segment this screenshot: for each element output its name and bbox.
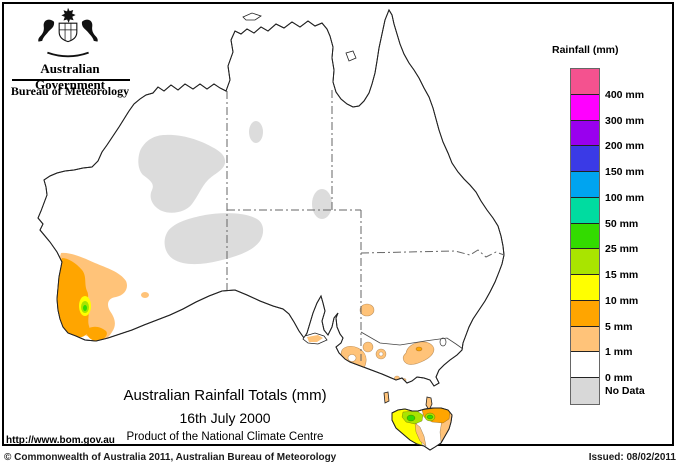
legend-label: No Data <box>605 385 645 398</box>
legend-color-swatch <box>571 94 599 121</box>
groote-eylandt <box>345 50 357 62</box>
kangaroo-island-rain <box>307 335 323 342</box>
legend-color-swatch <box>571 146 599 173</box>
legend-label: 200 mm <box>605 140 645 153</box>
islands <box>242 12 433 411</box>
coat-of-arms <box>38 7 98 58</box>
map-date: 16th July 2000 <box>179 410 271 426</box>
title-block: Australian Rainfall Totals (mm) 16th Jul… <box>75 387 375 443</box>
shield-icon <box>58 22 78 43</box>
header-divider <box>12 79 130 81</box>
legend-label: 150 mm <box>605 166 645 179</box>
border-nsw-vic <box>360 331 464 350</box>
kangaroo-icon <box>38 19 55 42</box>
legend-title: Rainfall (mm) <box>552 44 619 56</box>
legend-color-swatch <box>571 172 599 198</box>
rainfall-region-tasmania <box>392 408 452 450</box>
legend-label: 1 mm <box>605 346 633 359</box>
legend-color-swatch <box>571 249 599 276</box>
legend-color-swatch <box>571 300 599 327</box>
rainfall-region-sw-wa <box>55 252 149 342</box>
legend-label: 50 mm <box>605 217 639 230</box>
emu-icon <box>81 19 98 42</box>
legend-label: 15 mm <box>605 269 639 282</box>
bureau-label: Bureau of Meteorology <box>10 84 130 98</box>
copyright-text: © Commonwealth of Australia 2011, Austra… <box>4 452 337 463</box>
map-product-line: Product of the National Climate Centre <box>126 431 324 443</box>
legend-row: 15 mm <box>571 249 638 281</box>
state-borders <box>226 90 505 361</box>
legend-row: 150 mm <box>571 146 644 178</box>
scroll-icon <box>47 51 89 58</box>
legend-color-swatch <box>571 197 599 224</box>
contour-ring <box>439 337 447 347</box>
legend-label: 100 mm <box>605 191 645 204</box>
legend-color-swatch <box>571 223 599 250</box>
legend-color-swatch <box>571 120 599 147</box>
king-island <box>383 391 390 404</box>
legend-row: 50 mm <box>571 197 638 230</box>
legend-color-swatch <box>571 326 599 353</box>
bom-url: http://www.bom.gov.au <box>6 435 115 446</box>
legend-label: 300 mm <box>605 114 645 127</box>
legend-row: 1 mm <box>571 326 632 358</box>
legend-row: 100 mm <box>571 172 644 204</box>
legend-label: 10 mm <box>605 294 639 307</box>
border-qld-nsw <box>360 249 505 258</box>
legend-label: 0 mm <box>605 372 633 385</box>
legend-label: 400 mm <box>605 88 645 101</box>
legend-color-swatch <box>571 378 599 404</box>
no-data-regions <box>138 121 332 265</box>
legend-row: 5 mm <box>571 300 632 333</box>
legend-color-swatch <box>571 69 599 95</box>
commonwealth-star-icon <box>61 7 76 23</box>
issued-date: Issued: 08/02/2011 <box>588 452 676 463</box>
legend-row: 400 mm <box>571 69 644 101</box>
legend-color-swatch <box>571 275 599 301</box>
legend-label: 5 mm <box>605 320 633 333</box>
legend-row: 200 mm <box>571 120 644 152</box>
map-title: Australian Rainfall Totals (mm) <box>123 387 327 404</box>
legend-color-swatch <box>571 352 599 379</box>
legend-rows: 400 mm 300 mm 200 mm 150 mm 100 mm 50 mm 25 mm… <box>570 68 645 405</box>
legend-row: No Data <box>571 378 645 404</box>
melville-island <box>242 12 262 21</box>
legend-row: 25 mm <box>571 223 638 255</box>
legend-label: 25 mm <box>605 243 639 256</box>
legend-row: 300 mm <box>571 94 644 127</box>
legend-row: 0 mm <box>571 352 632 384</box>
flinders-island <box>425 396 433 411</box>
legend-row: 10 mm <box>571 275 638 307</box>
